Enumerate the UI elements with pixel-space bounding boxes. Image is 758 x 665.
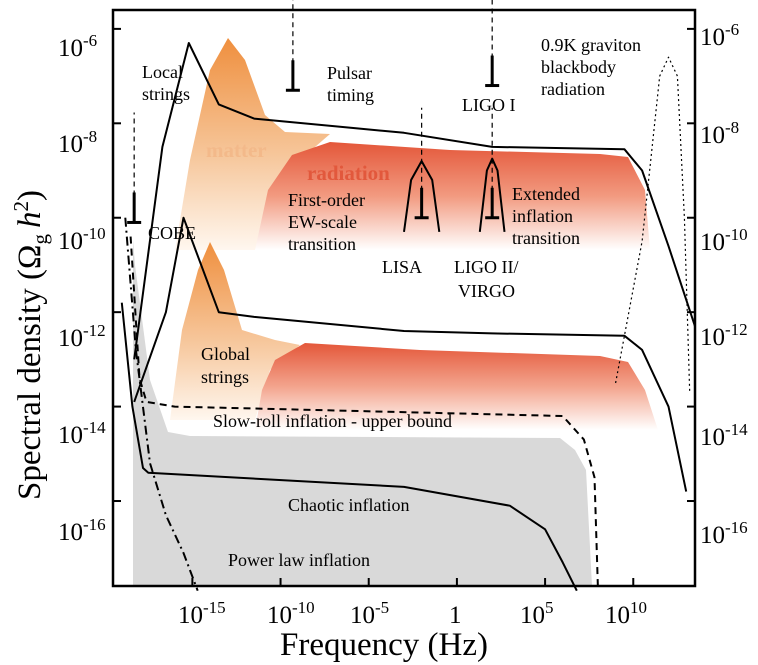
annotation-pulsar-timing: Pulsar timing [327, 63, 377, 105]
y-tick-label-right-1e-16: 10-16 [700, 518, 748, 549]
y-axis-title: Spectral density (Ωgh2) [9, 190, 52, 500]
detector-limit-ligo-i [485, 0, 500, 88]
x-tick-label-1e5: 105 [520, 598, 554, 629]
x-tick-label-1e-5: 10-5 [350, 598, 389, 629]
y-tick-label-right-1e-8: 10-8 [700, 118, 739, 149]
y-tick-label-right-1e-12: 10-12 [700, 320, 748, 351]
annotation-local-strings: Local strings [142, 62, 190, 104]
series-line-extended-inflation-transition [478, 157, 506, 233]
annotation-slow-roll: Slow-roll inflation - upper bound [213, 411, 452, 431]
y-tick-label-left-1e-6: 10-6 [58, 31, 97, 62]
series-line-local-strings [133, 42, 696, 360]
detector-limits [127, 0, 500, 224]
detector-limit-cobe [127, 112, 142, 224]
y-tick-label-right-1e-6: 10-6 [700, 20, 739, 51]
matter-region-top [175, 38, 330, 250]
radiation-region-bottom [255, 343, 658, 430]
series-line-0-9k-graviton-blackbody-radiation [615, 56, 691, 393]
x-axis-title: Frequency (Hz) [280, 627, 488, 663]
y-tick-label-left-1e-12: 10-12 [58, 321, 106, 352]
y-tick-label-right-1e-10: 10-10 [700, 225, 748, 256]
annotation-chaotic-inflation: Chaotic inflation [288, 495, 409, 515]
y-tick-labels-right: 10-6 10-8 10-10 10-12 10-14 10-16 [700, 20, 748, 549]
y-tick-label-right-1e-14: 10-14 [700, 420, 748, 451]
annotation-lisa: LISA [382, 257, 422, 277]
x-tick-label-1e-10: 10-10 [267, 598, 315, 629]
y-tick-label-left-1e-14: 10-14 [58, 418, 106, 449]
y-tick-label-left-1e-10: 10-10 [58, 224, 106, 255]
y-tick-labels-left: 10-6 10-8 10-10 10-12 10-14 10-16 [58, 31, 106, 546]
annotation-extended-inflation: Extended inflation transition [512, 184, 584, 248]
annotation-power-law-inflation: Power law inflation [228, 550, 370, 570]
tick-marks [113, 27, 695, 586]
series-line-chaotic-inflation [120, 302, 578, 592]
annotation-ligo-2-virgo: LIGO II/ VIRGO [454, 257, 523, 301]
y-tick-label-left-1e-8: 10-8 [58, 127, 97, 158]
series-curves [120, 42, 696, 592]
plot-frame [111, 8, 697, 588]
label-matter: matter [206, 138, 267, 162]
y-tick-label-left-1e-16: 10-16 [58, 515, 106, 546]
radiation-region-top [255, 142, 650, 250]
x-tick-label-1e-15: 10-15 [178, 598, 226, 629]
annotation-ligo-1: LIGO I [462, 95, 515, 115]
detector-limit-pulsar-timing [285, 0, 300, 92]
annotation-global-strings: Global strings [201, 344, 255, 387]
annotation-graviton-blackbody: 0.9K graviton blackbody radiation [541, 35, 645, 99]
detector-limit-lisa [414, 107, 429, 220]
x-tick-label-1: 1 [449, 602, 462, 629]
matter-region-bottom [170, 242, 300, 420]
detector-limit-ligo-ii-virgo [485, 107, 500, 220]
annotation-first-order-ew: First-order EW-scale transition [288, 190, 369, 254]
x-tick-label-1e10: 1010 [605, 598, 647, 629]
label-radiation: radiation [307, 161, 390, 185]
annotation-cobe: COBE [148, 223, 196, 243]
series-line-power-law-inflation [124, 217, 199, 592]
x-tick-labels: 10-15 10-10 10-5 1 105 1010 [178, 598, 647, 629]
series-line-global-strings [133, 216, 688, 492]
